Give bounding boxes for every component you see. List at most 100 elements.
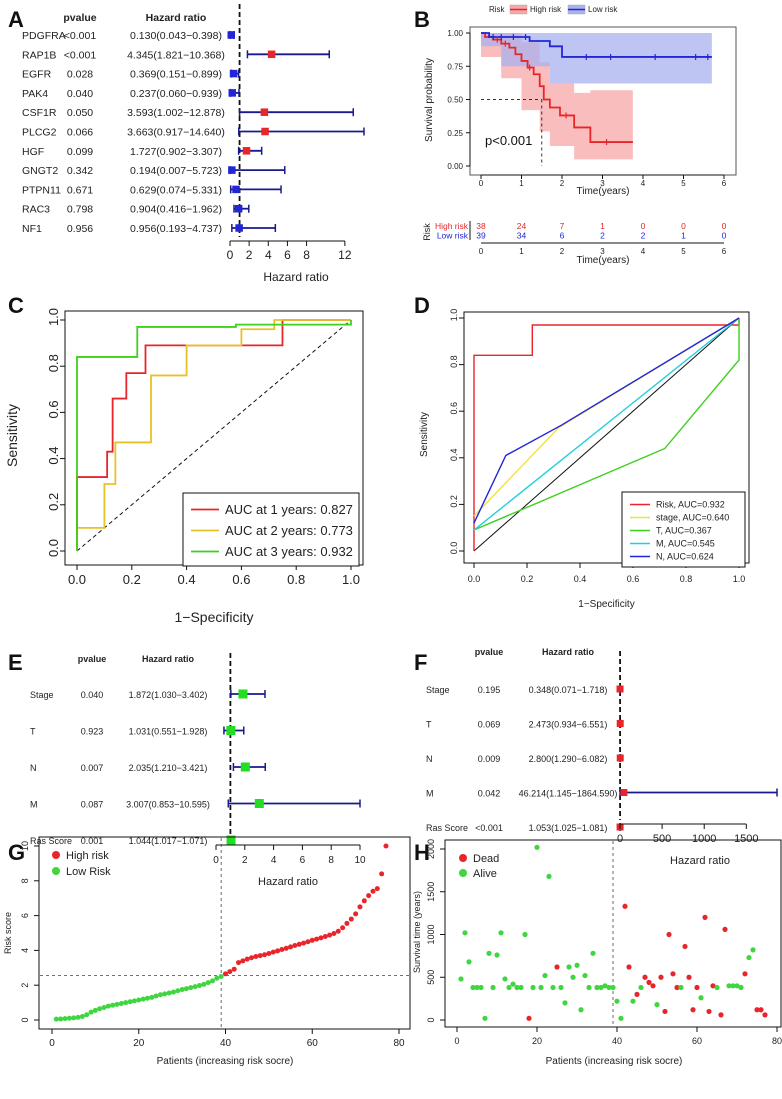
panel-b-survival-curve: Risk High risk Low riskp<0.0010.000.250.50… (422, 4, 737, 266)
risk-score-point (301, 940, 307, 946)
x-tick-label: 8 (328, 855, 334, 866)
y-axis-label: Sensitivity (4, 404, 20, 467)
risk-score-point (305, 939, 311, 945)
dead-patient-point (666, 931, 672, 938)
alive-patient-point (638, 984, 644, 991)
y-tick-label: 2 (20, 983, 30, 988)
roc-curve-0 (76, 319, 351, 551)
risk-table-count: 2 (641, 231, 646, 241)
dead-patient-point (642, 974, 648, 980)
y-tick-label: 0.0 (449, 542, 459, 555)
row-label: PAK4 (22, 88, 48, 100)
risk-score-point (58, 1016, 64, 1022)
risk-score-point (309, 937, 315, 943)
x-tick-label: 40 (612, 1036, 622, 1046)
x-axis-label: Patients (increasing risk socre) (546, 1056, 683, 1067)
y-tick-label: 0 (426, 1017, 436, 1022)
risk-score-point (322, 933, 328, 939)
hazard-ratio-box (229, 69, 238, 78)
roc-curve-1 (473, 317, 740, 517)
panel-letter-c: C (8, 293, 24, 318)
alive-patient-point (618, 1015, 624, 1021)
row-label: Stage (30, 690, 54, 700)
risk-score-point (149, 994, 155, 1000)
risk-score-point (296, 941, 302, 947)
alive-patient-point (490, 984, 496, 991)
row-label: Ras Score (30, 836, 72, 846)
legend-label-0: AUC at 1 years: 0.827 (225, 502, 353, 517)
x-tick-label: 0.8 (287, 572, 305, 587)
row-pvalue: 0.087 (81, 800, 104, 810)
dead-patient-point (702, 914, 708, 921)
risk-table-x-tick-label: 0 (479, 247, 484, 256)
hazard-ratio-box (616, 685, 624, 693)
row-label: N (30, 763, 37, 773)
alive-patient-point (582, 972, 588, 979)
row-hazard-ratio-text: 3.007(0.853−10.595) (126, 800, 210, 810)
alive-patient-point (502, 976, 508, 982)
hazard-ratio-box (261, 127, 269, 136)
y-tick-label: 0.4 (46, 447, 61, 465)
risk-score-point (266, 951, 272, 957)
row-hazard-ratio-text: 0.348(0.071−1.718) (529, 685, 608, 695)
column-header-hazard-ratio: Hazard ratio (142, 654, 195, 664)
row-hazard-ratio-text: 1.053(1.025−1.081) (529, 823, 608, 833)
y-tick-label: 4 (20, 948, 30, 953)
dead-patient-point (694, 984, 700, 991)
row-hazard-ratio-text: 0.904(0.416−1.962) (130, 204, 222, 216)
y-tick-label: 0.6 (449, 402, 459, 415)
panel-letter-a: A (8, 7, 24, 32)
risk-table-count: 7 (560, 221, 565, 231)
risk-table-x-tick-label: 4 (641, 247, 646, 256)
alive-patient-point (530, 984, 536, 991)
y-tick-label: 10 (20, 841, 30, 851)
dead-patient-point (690, 1007, 696, 1013)
risk-table-count: 24 (517, 221, 527, 231)
y-tick-label: 1.0 (449, 309, 459, 322)
dead-patient-point (722, 926, 728, 932)
alive-patient-point (574, 962, 580, 968)
y-axis-label: Sensitivity (419, 412, 430, 457)
column-header-pvalue: pvalue (63, 12, 96, 24)
legend-title: Risk (489, 5, 506, 14)
alive-patient-point (654, 1002, 660, 1008)
x-tick-label: 0 (617, 833, 623, 845)
risk-score-point (288, 944, 294, 950)
row-pvalue: 0.042 (478, 789, 501, 799)
dead-patient-point (646, 979, 652, 985)
row-pvalue: <0.001 (475, 823, 503, 833)
risk-score-point (275, 948, 281, 954)
legend-marker-0 (459, 854, 467, 862)
row-hazard-ratio-text: 1.872(1.030−3.402) (129, 690, 208, 700)
alive-patient-point (566, 964, 572, 970)
x-axis-label: Hazard ratio (258, 876, 318, 888)
risk-score-point (227, 969, 233, 975)
row-hazard-ratio-text: 1.727(0.902−3.307) (130, 146, 222, 158)
x-tick-label: 0.2 (521, 574, 534, 584)
dead-patient-point (670, 971, 676, 977)
legend-label-2: T, AUC=0.367 (656, 526, 712, 536)
risk-score-point (84, 1012, 90, 1018)
legend-label-high-risk: High risk (530, 5, 562, 14)
alive-patient-point (538, 984, 544, 991)
risk-score-point (196, 983, 202, 989)
alive-patient-point (510, 981, 516, 987)
row-label: T (30, 727, 36, 737)
alive-patient-point (466, 959, 472, 965)
y-tick-label: 500 (426, 970, 436, 985)
risk-score-point (383, 843, 389, 849)
risk-score-point (249, 955, 255, 961)
risk-table-x-tick-label: 1 (519, 247, 524, 256)
x-tick-label: 6 (284, 248, 291, 262)
alive-patient-point (590, 950, 596, 956)
y-tick-label: 0.50 (447, 96, 463, 105)
dead-patient-point (706, 1008, 712, 1015)
hazard-ratio-box (226, 726, 236, 735)
row-label: T (426, 720, 432, 730)
alive-patient-point (730, 983, 736, 989)
row-label: RAC3 (22, 204, 50, 216)
hazard-ratio-box (616, 754, 624, 762)
legend-label-2: AUC at 3 years: 0.932 (225, 544, 353, 559)
row-hazard-ratio-text: 3.663(0.917−14.640) (127, 127, 225, 139)
